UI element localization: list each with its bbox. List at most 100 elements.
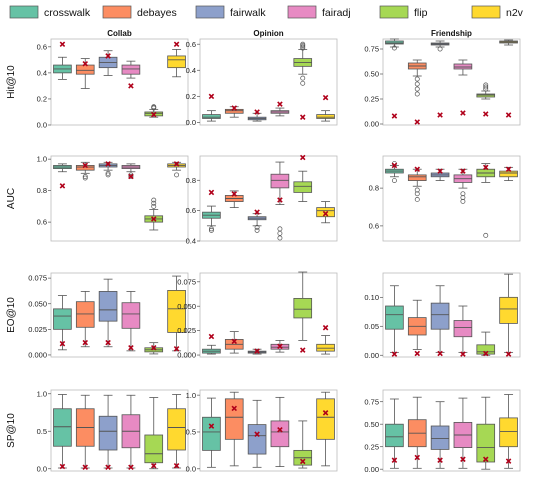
- panel-frame: [50, 38, 189, 126]
- y-tick-label: 0.05: [364, 322, 379, 331]
- iqr-box: [98, 291, 118, 322]
- iqr-box: [316, 343, 335, 352]
- legend-label-debayes: debayes: [137, 7, 177, 19]
- outlier-point: [105, 170, 111, 176]
- outlier-point: [254, 227, 260, 233]
- x-marker: [322, 324, 329, 331]
- box-crosswalk: [202, 93, 221, 122]
- y-tick-label: 0.050: [177, 302, 196, 311]
- x-marker: [254, 431, 260, 437]
- box-crosswalk: [202, 189, 221, 233]
- legend: crosswalk debayes fairwalk fairadj flip n2v: [9, 5, 524, 19]
- legend-swatch-fairwalk: [195, 5, 225, 19]
- outlier-point: [414, 86, 420, 92]
- box-n2v: [167, 394, 186, 469]
- x-marker: [231, 405, 238, 412]
- box-n2v: [167, 41, 186, 78]
- panel-eo-10-collab: EO@10 0.000 0.025 0.050 0.075: [6, 272, 189, 360]
- box-n2v: [316, 201, 335, 224]
- box-n2v: [499, 166, 518, 181]
- x-marker: [105, 339, 111, 346]
- legend-label-n2v: n2v: [506, 7, 524, 19]
- box-debayes: [224, 190, 244, 209]
- y-tick-label: 1.0: [186, 391, 196, 400]
- iqr-box: [316, 207, 335, 218]
- box-n2v: [499, 39, 518, 118]
- box-fairadj: [121, 394, 141, 471]
- outlier-point: [151, 104, 157, 110]
- y-tick-label: 0.00: [364, 351, 379, 360]
- iqr-box: [167, 290, 186, 333]
- box-n2v: [316, 94, 335, 122]
- x-marker: [482, 164, 489, 171]
- x-marker: [82, 162, 89, 169]
- iqr-box: [167, 408, 186, 451]
- box-fairwalk: [247, 348, 267, 355]
- x-marker: [173, 41, 180, 47]
- box-flip: [476, 331, 496, 357]
- outlier-point: [277, 235, 283, 241]
- panel-sp-10-collab: SP@10 0.0 0.5 1.0: [6, 389, 189, 473]
- y-tick-label: 0.000: [28, 351, 47, 360]
- legend-swatch-debayes: [102, 5, 132, 19]
- x-marker: [437, 457, 443, 463]
- iqr-box: [202, 416, 221, 451]
- box-fairadj: [270, 396, 290, 467]
- y-tick-label: 0.2: [186, 92, 196, 101]
- panel-frame: [199, 389, 338, 472]
- box-fairadj: [453, 59, 473, 116]
- x-marker: [128, 83, 134, 89]
- y-tick-label: 1.0: [37, 155, 47, 164]
- y-tick-label: 0.75: [364, 45, 379, 54]
- y-tick-label: 0.0: [186, 464, 196, 473]
- y-tick-label: 0.6: [37, 218, 47, 227]
- x-marker: [414, 350, 421, 357]
- iqr-box: [385, 305, 404, 330]
- x-marker: [150, 216, 157, 222]
- iqr-box: [476, 93, 496, 98]
- box-flip: [144, 104, 164, 118]
- y-tick-label: 0.75: [364, 397, 379, 406]
- box-fairadj: [121, 291, 141, 352]
- legend-item-n2v: n2v: [471, 5, 524, 19]
- x-marker: [128, 173, 134, 180]
- box-debayes: [407, 166, 427, 202]
- x-marker: [82, 60, 89, 67]
- outlier-point: [151, 203, 157, 209]
- box-debayes: [224, 391, 244, 467]
- outlier-point: [151, 197, 157, 203]
- x-marker: [150, 462, 157, 469]
- iqr-box: [144, 434, 164, 464]
- x-marker: [231, 338, 238, 345]
- x-marker: [391, 113, 398, 119]
- x-marker: [299, 458, 306, 465]
- panel-auc-opinion: 0.4 0.6 0.8: [186, 154, 338, 246]
- y-tick-label: 0.5: [186, 428, 196, 437]
- iqr-box: [75, 64, 95, 75]
- panel-auc-collab: AUC 0.6 0.8 1.0: [6, 155, 189, 242]
- box-crosswalk: [53, 394, 72, 470]
- y-tick-label: 0.50: [364, 420, 379, 429]
- box-crosswalk: [53, 41, 72, 80]
- outlier-point: [300, 44, 306, 50]
- column-title-collab: Collab: [107, 29, 132, 38]
- iqr-box: [499, 417, 518, 448]
- box-n2v: [167, 275, 186, 352]
- outlier-point: [254, 224, 260, 230]
- box-flip: [476, 163, 496, 238]
- box-n2v: [316, 324, 335, 355]
- box-crosswalk: [202, 333, 221, 355]
- iqr-box: [270, 173, 290, 189]
- outlier-point: [300, 75, 306, 81]
- x-marker: [231, 105, 238, 111]
- y-tick-label: 0.025: [177, 326, 196, 335]
- x-marker: [322, 94, 329, 101]
- x-marker: [208, 333, 215, 340]
- x-marker: [322, 410, 329, 416]
- iqr-box: [121, 64, 141, 75]
- outlier-point: [208, 226, 214, 232]
- legend-label-flip: flip: [414, 7, 428, 19]
- y-axis-label-auc: AUC: [6, 188, 17, 209]
- panel-frame: [199, 272, 338, 358]
